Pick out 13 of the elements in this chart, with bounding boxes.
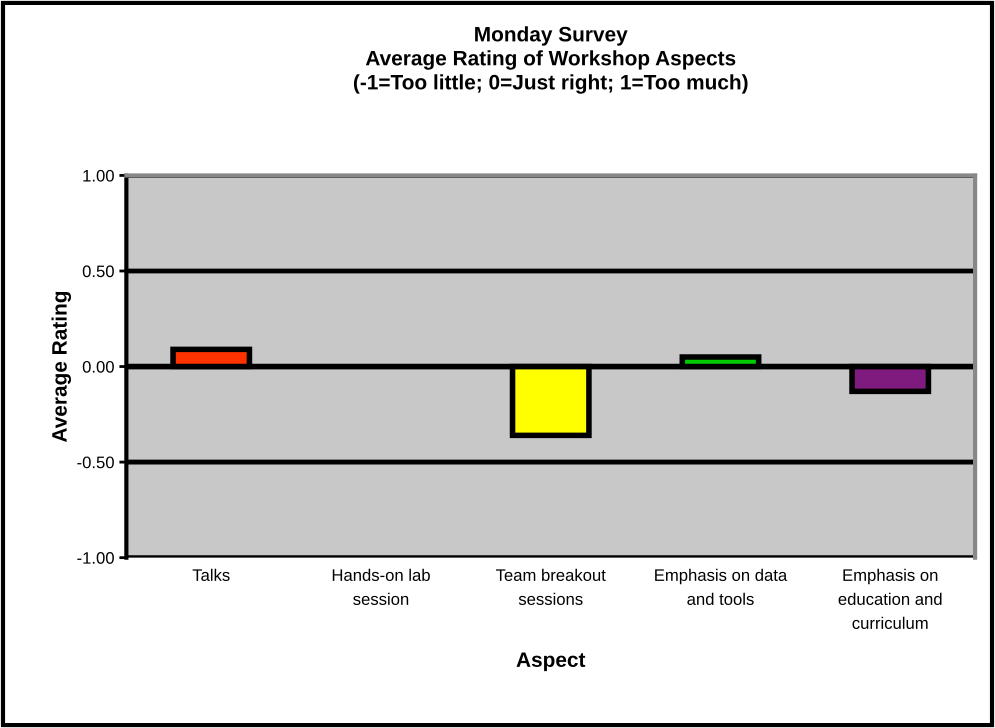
x-tick-label: Talks [192,568,230,581]
y-tick-label: 0.50 [82,265,114,278]
y-tick-label: -1.00 [77,552,114,564]
x-tick-label: Team breakout sessions [496,568,606,605]
y-tick-label: 1.00 [83,170,114,182]
y-tick-label: -0.50 [77,456,114,468]
y-axis-title: Average Rating [52,292,72,442]
x-tick-label: Emphasis on education and curriculum [838,568,942,629]
y-tick-label: 0.00 [82,360,114,373]
x-tick-label: Emphasis on data and tools [655,568,788,605]
chart-title: Monday Survey Average Rating of Workshop Aspects (-1=Too little; 0=Just right; 1=Too much) [354,26,748,94]
x-axis-title: Aspect [516,652,586,672]
x-tick-label: Hands-on lab session [332,568,430,605]
